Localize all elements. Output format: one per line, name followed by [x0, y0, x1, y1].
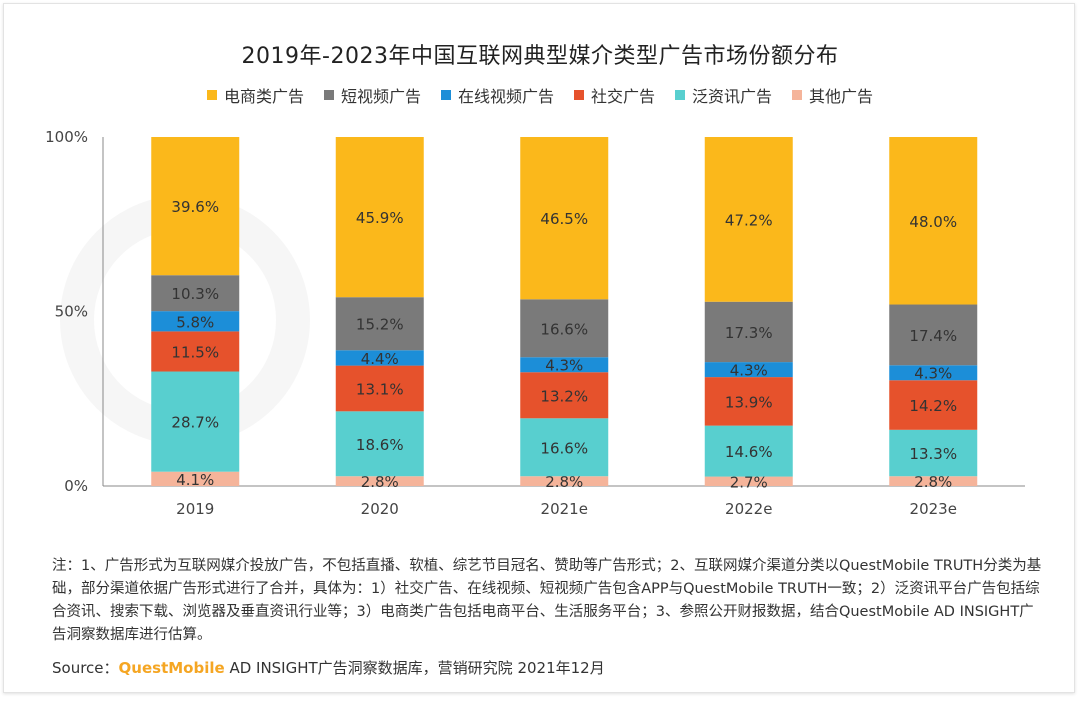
legend-swatch — [675, 90, 686, 100]
bar-segment — [889, 304, 978, 366]
stacked-bar-chart: 100% 50% 0% 4.1% 28.7% 11.5% 5.8% 10.3% 39.6% 201… — [45, 128, 1025, 518]
bar-segment — [520, 137, 609, 300]
data-label: 4.3% — [545, 357, 583, 375]
bar-segment — [520, 418, 609, 477]
legend-label: 短视频广告 — [340, 87, 421, 106]
bar-segment — [889, 137, 978, 305]
data-label: 5.8% — [176, 313, 214, 331]
data-label: 18.6% — [356, 436, 404, 454]
bar-segment — [704, 362, 793, 378]
legend-swatch — [792, 90, 803, 100]
data-label: 11.5% — [171, 343, 219, 361]
legend-swatch — [206, 90, 217, 100]
data-label: 47.2% — [725, 211, 773, 229]
x-tick-label: 2023e — [910, 500, 957, 518]
legend-item: 泛资讯广告 — [675, 83, 772, 107]
data-label: 14.2% — [909, 397, 957, 415]
footnote: 注：1、广告形式为互联网媒介投放广告，不包括直播、软植、综艺节目冠名、赞助等广告… — [52, 558, 1042, 643]
bar-segment — [704, 301, 793, 363]
bar-segment — [520, 476, 609, 486]
bar-segment — [704, 377, 793, 426]
data-label: 14.6% — [725, 443, 773, 461]
data-label: 13.9% — [725, 393, 773, 411]
data-label: 16.6% — [540, 439, 588, 457]
legend-label: 在线视频广告 — [457, 87, 554, 106]
bar-segment — [889, 476, 978, 486]
data-label: 10.3% — [171, 285, 219, 303]
legend-item: 短视频广告 — [323, 83, 421, 107]
bar-segment — [151, 331, 240, 372]
bar-segment — [704, 137, 793, 302]
bar-segment — [520, 299, 609, 358]
x-tick-label: 2019 — [176, 500, 214, 518]
bar-segment — [151, 311, 240, 332]
legend-label: 社交广告 — [591, 87, 656, 106]
legend-swatch — [574, 90, 584, 100]
bar-segment — [704, 425, 793, 477]
chart-legend: 电商类广告 短视频广告 在线视频广告 社交广告 泛资讯广告 其他广告 — [0, 83, 1080, 107]
data-label: 17.3% — [725, 324, 773, 342]
source-prefix: Source： — [52, 659, 119, 677]
bar-segment — [704, 476, 793, 486]
bar-segment — [151, 371, 240, 472]
chart-frame — [3, 3, 1075, 693]
source-brand: QuestMobile — [118, 659, 225, 677]
y-tick-label: 50% — [55, 303, 88, 321]
data-label: 4.3% — [914, 365, 952, 383]
data-label: 48.0% — [909, 213, 957, 231]
bar-segment — [889, 380, 978, 430]
data-label: 16.6% — [540, 320, 588, 338]
y-tick-label: 0% — [64, 477, 88, 495]
data-label: 2.8% — [545, 473, 583, 491]
x-tick-label: 2022e — [725, 500, 772, 518]
legend-swatch — [323, 90, 334, 100]
bar-segment — [889, 365, 978, 381]
data-label: 45.9% — [356, 209, 404, 227]
bar-segment — [335, 297, 424, 351]
legend-item: 在线视频广告 — [440, 83, 554, 107]
bar-segment — [335, 476, 424, 486]
data-label: 46.5% — [540, 210, 588, 228]
bar-segment — [889, 429, 978, 477]
x-tick-label: 2020 — [361, 500, 399, 518]
source-line: Source：QuestMobile AD INSIGHT广告洞察数据库，营销研… — [52, 657, 605, 678]
data-label: 2.8% — [914, 473, 952, 491]
source-text: AD INSIGHT广告洞察数据库，营销研究院 2021年12月 — [224, 659, 605, 677]
data-label: 17.4% — [909, 327, 957, 345]
data-label: 4.3% — [730, 362, 768, 380]
bar-segment — [335, 365, 424, 412]
y-tick-label: 100% — [45, 128, 88, 146]
data-label: 13.2% — [540, 387, 588, 405]
data-label: 28.7% — [171, 414, 219, 432]
legend-label: 泛资讯广告 — [692, 87, 773, 106]
legend-label: 电商类广告 — [223, 87, 304, 106]
data-label: 2.7% — [730, 473, 768, 491]
bar-segment — [520, 372, 609, 419]
chart-title: 2019年-2023年中国互联网典型媒介类型广告市场份额分布 — [241, 44, 839, 69]
legend-label: 其他广告 — [809, 87, 874, 106]
data-label: 39.6% — [171, 198, 219, 216]
bar-segment — [335, 137, 424, 298]
bar-segment — [520, 357, 609, 373]
legend-item: 其他广告 — [792, 83, 873, 107]
data-label: 13.3% — [909, 445, 957, 463]
data-label: 13.1% — [356, 380, 404, 398]
bar-segment — [335, 411, 424, 477]
legend-item: 电商类广告 — [206, 83, 304, 107]
x-tick-label: 2021e — [541, 500, 588, 518]
data-label: 4.1% — [176, 471, 214, 489]
data-label: 15.2% — [356, 316, 404, 334]
bar-segment — [151, 471, 240, 486]
bar-segment — [151, 137, 240, 276]
data-label: 2.8% — [361, 473, 399, 491]
bar-segment — [151, 275, 240, 312]
legend-item: 社交广告 — [574, 83, 655, 107]
legend-swatch — [440, 90, 451, 100]
data-label: 4.4% — [361, 350, 399, 368]
bar-segment — [335, 350, 424, 366]
